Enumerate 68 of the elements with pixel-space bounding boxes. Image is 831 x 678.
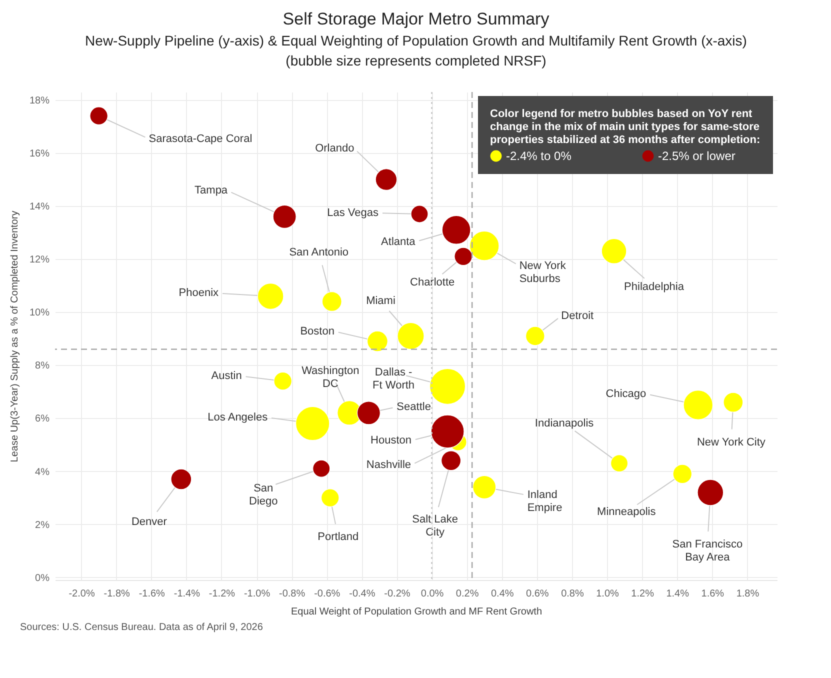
annotation: San Antonio [289, 246, 349, 259]
annotation: Philadelphia [624, 281, 685, 294]
x-tick-label: 0.8% [561, 588, 584, 600]
annotation: Detroit [561, 310, 594, 322]
annotation: San Francisco Bay Area [672, 538, 743, 564]
legend-label: -2.4% to 0% [506, 149, 572, 163]
x-tick-label: 0.4% [490, 588, 514, 600]
x-tick-label: -1.6% [138, 588, 166, 600]
annotation: Seattle [396, 400, 431, 413]
legend-label: -2.5% or lower [658, 149, 736, 163]
annotation: Atlanta [381, 236, 416, 248]
legend-title: Color legend for metro bubbles based on YoY rent change in the mix of main unit types for same-store properties stabilized at 36 months after completion: [490, 108, 760, 146]
chart-title: Self Storage Major Metro Summary [282, 9, 550, 28]
annotation: Tampa [194, 184, 228, 197]
annotation: Minneapolis [597, 506, 656, 518]
annotation: Boston [300, 325, 334, 338]
annotation: Indianapolis [534, 417, 594, 430]
y-tick-label: 8% [35, 360, 50, 372]
x-tick-label: 1.4% [666, 588, 690, 600]
annotation: New York Suburbs [519, 260, 566, 285]
y-tick-label: 4% [35, 466, 50, 478]
annotation: San Diego [248, 482, 278, 508]
x-tick-label: -0.6% [314, 588, 340, 600]
x-tick-label: -0.8% [279, 588, 306, 600]
y-tick-label: 2% [35, 520, 50, 531]
y-tick-label: 18% [29, 95, 50, 106]
annotation: Dallas - Ft Worth [372, 366, 415, 392]
x-tick-label: -1.2% [208, 588, 236, 600]
annotation: Portland [318, 530, 359, 543]
y-tick-label: 10% [29, 308, 50, 319]
annotation: Inland Empire [527, 489, 562, 514]
annotation: Sarasota-Cape Coral [148, 132, 252, 145]
annotation: Charlotte [410, 276, 455, 288]
x-tick-label: 1.6% [701, 588, 724, 600]
annotation: Chicago [606, 388, 646, 400]
annotation: Orlando [315, 142, 354, 155]
x-tick-label: -1.8% [104, 588, 130, 600]
annotation: Salt Lake City [412, 514, 458, 539]
annotation: Los Angeles [208, 412, 268, 424]
y-tick-label: 6% [35, 414, 50, 425]
x-tick-label: 1.2% [631, 588, 654, 600]
y-tick-label: 16% [29, 148, 50, 160]
x-tick-label: -1.4% [174, 588, 200, 600]
source-note: Sources: U.S. Census Bureau. Data as of April 9, 2026 [20, 622, 264, 633]
x-tick-label: 0.2% [456, 588, 479, 600]
annotation: Washington DC [302, 364, 360, 390]
x-tick-label: 0.6% [526, 588, 549, 600]
annotation: Phoenix [178, 287, 220, 300]
y-tick-label: 14% [29, 202, 50, 213]
annotation: Denver [131, 516, 168, 528]
x-tick-label: 1.0% [596, 588, 620, 600]
x-axis-title: Equal Weight of Population Growth and MF Rent Growth [290, 606, 542, 618]
annotation: New York City [696, 436, 766, 448]
y-axis-title: Lease Up(3-Year) Supply as a % of Completed Inventory [9, 210, 20, 462]
x-tick-label: -1.0% [244, 588, 270, 600]
y-tick-label: 0% [35, 572, 50, 584]
x-tick-label: 1.8% [736, 588, 760, 600]
chart-subtitle: New-Supply Pipeline (y-axis) & Equal Weighting of Population Growth and Multifamily Rent Growth (x-axis) (bubble size represents completed NRSF) [85, 32, 747, 68]
x-tick-label: 0.0% [420, 588, 444, 600]
x-tick-label: -0.2% [384, 588, 410, 600]
annotation: Houston [370, 434, 412, 446]
annotation: Nashville [366, 459, 412, 472]
y-tick-label: 12% [29, 254, 50, 266]
annotation: Las Vegas [327, 207, 380, 219]
annotation: Austin [211, 370, 242, 382]
x-tick-label: -2.0% [68, 588, 95, 600]
x-tick-label: -0.4% [349, 588, 376, 600]
annotation: Miami [366, 295, 396, 307]
